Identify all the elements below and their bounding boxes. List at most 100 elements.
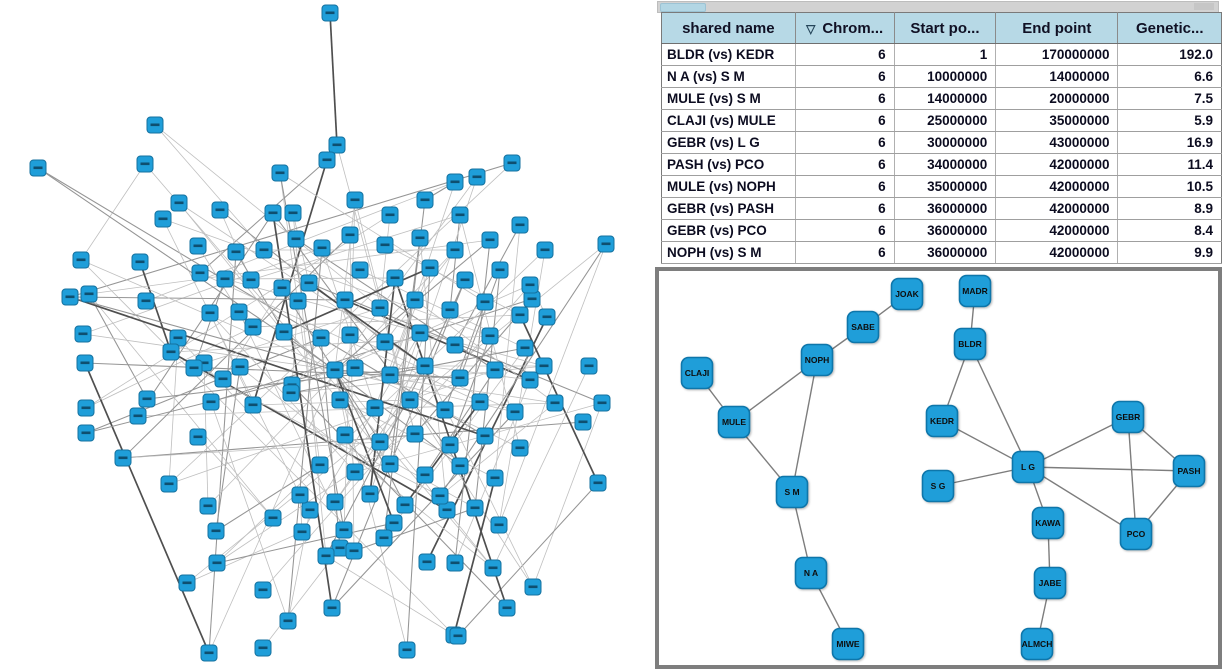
table-row[interactable]: MULE (vs) NOPH 6 35000000 42000000 10.5 [661, 175, 1222, 198]
network-node[interactable] [484, 559, 502, 577]
network-node[interactable] [336, 426, 354, 444]
network-node[interactable] [535, 357, 553, 375]
network-node[interactable] [506, 403, 524, 421]
network-node[interactable] [282, 384, 300, 402]
network-edge[interactable] [85, 337, 322, 434]
network-node[interactable] [401, 391, 419, 409]
network-node[interactable] [230, 303, 248, 321]
network-node[interactable] [516, 339, 534, 357]
network-node[interactable] [381, 206, 399, 224]
network-node[interactable] [321, 4, 339, 22]
network-node[interactable] [244, 318, 262, 336]
network-node[interactable] [386, 269, 404, 287]
network-node[interactable] [211, 201, 229, 219]
network-edge[interactable] [449, 214, 461, 311]
network-node[interactable] [326, 493, 344, 511]
network-node[interactable] [538, 308, 556, 326]
network-node[interactable] [456, 271, 474, 289]
scrollbar-thumb[interactable] [660, 3, 706, 12]
network-node-almch[interactable]: ALMCH [1020, 627, 1054, 661]
network-node[interactable] [313, 239, 331, 257]
network-edge[interactable] [384, 244, 521, 316]
network-edge[interactable] [969, 343, 1029, 468]
network-edge[interactable] [69, 296, 486, 437]
network-edge[interactable] [404, 401, 481, 506]
network-edge[interactable] [88, 293, 274, 519]
network-edge[interactable] [409, 399, 534, 588]
network-edge[interactable] [1127, 416, 1137, 535]
network-node[interactable] [317, 547, 335, 565]
network-edge[interactable] [82, 247, 323, 335]
network-node[interactable] [476, 293, 494, 311]
network-edge[interactable] [457, 482, 599, 637]
network-node[interactable] [416, 191, 434, 209]
network-node[interactable] [468, 168, 486, 186]
network-edge[interactable] [532, 402, 603, 588]
network-node[interactable] [376, 333, 394, 351]
network-node[interactable] [398, 641, 416, 659]
network-node[interactable] [335, 521, 353, 539]
network-edge[interactable] [308, 282, 426, 367]
network-node[interactable] [291, 486, 309, 504]
network-edge[interactable] [439, 402, 556, 497]
network-edge[interactable] [235, 251, 285, 333]
network-node[interactable] [481, 231, 499, 249]
network-node[interactable] [279, 612, 297, 630]
network-node[interactable] [511, 306, 529, 324]
network-node[interactable] [275, 323, 293, 341]
network-node[interactable] [160, 475, 178, 493]
network-edge[interactable] [389, 181, 456, 376]
network-node-miwe[interactable]: MIWE [831, 627, 865, 661]
network-node-sg[interactable]: S G [921, 469, 955, 503]
network-node-kawa[interactable]: KAWA [1031, 506, 1065, 540]
network-edge[interactable] [424, 369, 496, 476]
network-node[interactable] [385, 514, 403, 532]
network-node[interactable] [185, 359, 203, 377]
network-node-joak[interactable]: JOAK [890, 277, 924, 311]
network-edge[interactable] [168, 369, 496, 485]
network-node-sabe[interactable]: SABE [846, 310, 880, 344]
network-node[interactable] [189, 237, 207, 255]
network-node[interactable] [524, 578, 542, 596]
sub-network-canvas[interactable]: JOAK MADR SABE BLDR NOPH CLAJI KEDR GEBR MULE L G… [659, 271, 1218, 665]
network-edge[interactable] [262, 547, 341, 649]
network-node[interactable] [449, 627, 467, 645]
network-node[interactable] [318, 151, 336, 169]
network-node[interactable] [416, 466, 434, 484]
network-node[interactable] [293, 523, 311, 541]
network-node[interactable] [371, 433, 389, 451]
network-edge[interactable] [334, 399, 411, 503]
network-node[interactable] [471, 393, 489, 411]
network-node[interactable] [396, 496, 414, 514]
network-edge[interactable] [84, 362, 210, 654]
network-edge[interactable] [1027, 416, 1129, 468]
table-row[interactable]: GEBR (vs) L G 6 30000000 43000000 16.9 [661, 131, 1222, 154]
network-node[interactable] [162, 343, 180, 361]
network-node[interactable] [451, 206, 469, 224]
network-node[interactable] [216, 270, 234, 288]
network-node[interactable] [114, 449, 132, 467]
network-node[interactable] [254, 581, 272, 599]
network-node[interactable] [80, 285, 98, 303]
network-node[interactable] [199, 497, 217, 515]
network-node[interactable] [271, 164, 289, 182]
network-node[interactable] [254, 639, 272, 657]
network-node[interactable] [242, 271, 260, 289]
network-node-pco[interactable]: PCO [1119, 517, 1153, 551]
network-edge[interactable] [216, 522, 395, 564]
column-header-genetic[interactable]: Genetic... [1117, 12, 1222, 44]
network-edge[interactable] [85, 326, 254, 409]
network-edge[interactable] [301, 332, 421, 533]
table-row[interactable]: MULE (vs) S M 6 14000000 20000000 7.5 [661, 87, 1222, 110]
network-node[interactable] [72, 251, 90, 269]
network-edge[interactable] [215, 464, 321, 532]
network-node[interactable] [521, 371, 539, 389]
network-edge[interactable] [37, 167, 486, 437]
network-node[interactable] [341, 226, 359, 244]
network-node[interactable] [361, 485, 379, 503]
network-node[interactable] [289, 292, 307, 310]
network-node[interactable] [300, 274, 318, 292]
network-node[interactable] [264, 204, 282, 222]
network-node-claji[interactable]: CLAJI [680, 356, 714, 390]
network-node[interactable] [589, 474, 607, 492]
